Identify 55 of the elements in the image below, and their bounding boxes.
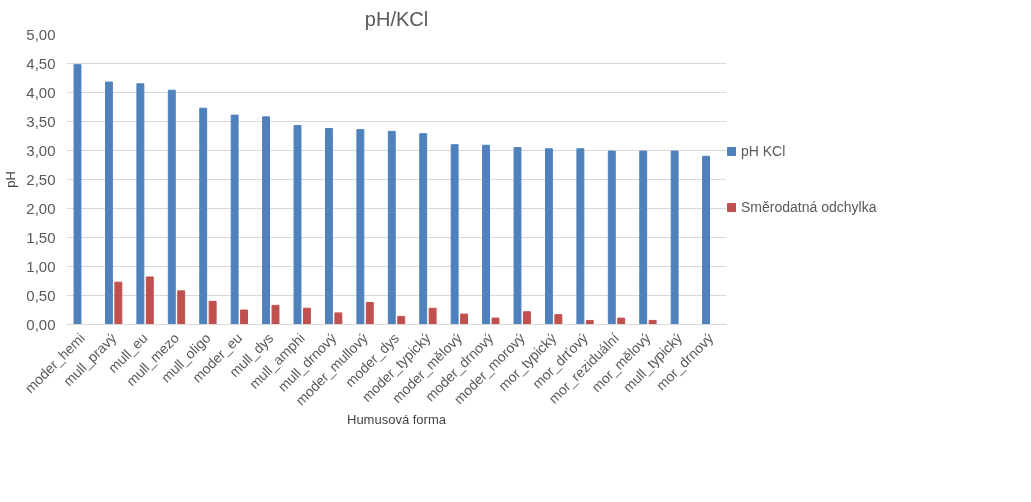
chart-title: pH/KCl [364,7,429,30]
bar [199,107,208,325]
bar [419,133,428,325]
bar [167,89,176,325]
bar [491,317,500,325]
bar [262,116,271,325]
bar [324,127,333,325]
bar [397,315,406,325]
x-axis-title: Humusová forma [347,411,447,427]
y-tick-label: 0,00 [26,315,56,333]
bar [73,64,82,325]
bar [104,81,113,325]
bar [544,148,553,325]
bar [648,319,657,325]
y-tick-label: 3,00 [26,141,56,159]
y-axis-title: pH [3,171,19,188]
bar [387,130,396,325]
bar [639,150,648,325]
bar [136,83,145,325]
y-tick-label: 3,50 [26,112,56,130]
bar [177,290,186,325]
y-tick-label: 2,50 [26,170,56,188]
bar [576,148,585,325]
y-tick-label: 4,00 [26,83,56,101]
bar [460,313,469,325]
bar [554,314,563,325]
bar [271,304,280,325]
bar [450,144,459,325]
bar [293,125,302,325]
bar [302,307,311,325]
bar [585,319,594,325]
bar [522,311,531,325]
y-tick-label: 1,00 [26,257,56,275]
bar [365,301,374,325]
bar [702,155,711,325]
bar [240,309,249,325]
y-tick-label: 5,00 [26,25,56,43]
bar [607,150,616,325]
bar [208,300,217,325]
bar [145,276,154,325]
bar [513,147,522,325]
bar [356,129,365,325]
bar [428,307,437,325]
bar [617,317,626,325]
bar [230,114,239,325]
y-tick-label: 4,50 [26,54,56,72]
y-tick-label: 2,00 [26,199,56,217]
legend-label: pH KCl [741,143,786,159]
bar [482,144,491,325]
bar [670,150,679,325]
y-tick-label: 1,50 [26,228,56,246]
legend-label: Směrodatná odchylka [741,199,877,215]
y-tick-label: 0,50 [26,286,56,304]
bar [114,281,123,325]
bar [334,312,343,325]
